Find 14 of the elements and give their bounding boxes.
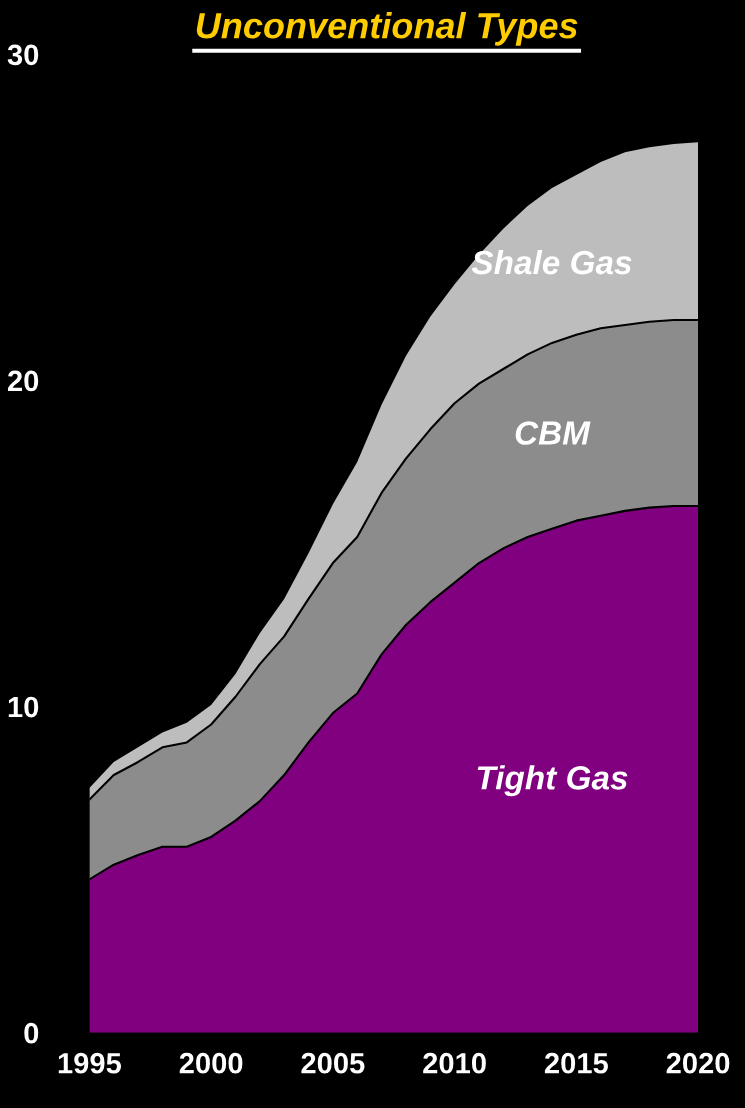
y-tick-label: 0 xyxy=(24,1022,39,1044)
y-tick-label: 30 xyxy=(7,44,39,66)
x-tick-label: 2000 xyxy=(179,1052,243,1074)
y-tick-label: 20 xyxy=(7,370,39,392)
x-tick-label: 2020 xyxy=(666,1052,730,1074)
x-tick-label: 2015 xyxy=(544,1052,608,1074)
x-tick-label: 2010 xyxy=(423,1052,486,1074)
y-tick-label: 10 xyxy=(8,696,39,718)
series-label: CBM xyxy=(515,421,591,445)
series-label: Shale Gas xyxy=(471,249,632,275)
x-tick-label: 1995 xyxy=(58,1052,122,1074)
series-label: Tight Gas xyxy=(477,765,628,797)
x-tick-label: 2005 xyxy=(301,1052,365,1074)
chart-title: Unconventional Types xyxy=(196,11,578,46)
